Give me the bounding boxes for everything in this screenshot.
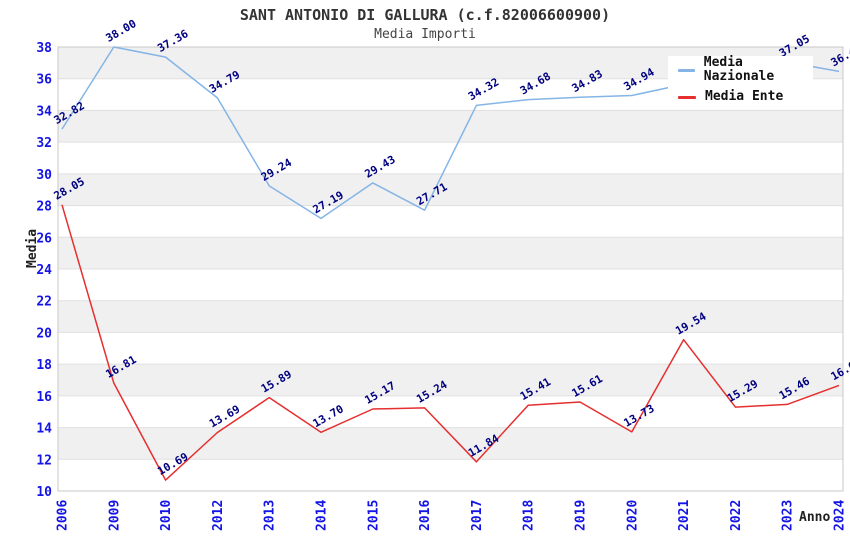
legend-swatch-media-ente — [678, 95, 696, 99]
series-line-media-nazionale — [61, 46, 840, 220]
y-tick-label: 36 — [36, 73, 52, 88]
x-tick-label: 2017 — [470, 500, 485, 531]
band — [58, 364, 843, 396]
band — [58, 173, 843, 206]
plot-border — [57, 46, 844, 492]
series-line-media-ente — [61, 204, 840, 481]
chart-title: SANT ANTONIO DI GALLURA (c.f.82006600900… — [239, 6, 611, 24]
x-tick-label: 2024 — [833, 500, 848, 531]
x-tick-label: 2018 — [522, 500, 537, 531]
data-label: 38.00 — [103, 17, 138, 45]
legend: Media Nazionale Media Ente — [668, 56, 813, 104]
y-tick-label: 24 — [36, 263, 52, 278]
legend-label-media-nazionale: Media Nazionale — [703, 55, 775, 84]
y-tick-label: 26 — [36, 231, 52, 246]
band — [58, 427, 843, 460]
x-tick-label: 2023 — [781, 500, 796, 531]
x-tick-label: 2015 — [366, 500, 381, 531]
legend-swatch-media-nazionale — [678, 68, 695, 72]
data-label: 36.46 — [829, 41, 850, 69]
band — [58, 300, 843, 333]
data-label: 16.66 — [829, 355, 850, 383]
band — [58, 110, 843, 143]
y-tick-label: 34 — [36, 104, 52, 119]
y-tick-label: 12 — [36, 453, 52, 468]
x-tick-label: 2014 — [315, 500, 330, 531]
y-axis-title: Media — [25, 228, 40, 268]
chart-subtitle: Media Importi — [374, 27, 476, 42]
legend-item-media-ente: Media Ente — [678, 90, 813, 104]
x-tick-label: 2013 — [263, 500, 278, 531]
legend-item-media-nazionale: Media Nazionale — [678, 56, 813, 84]
x-tick-label: 2006 — [56, 500, 71, 531]
y-tick-label: 28 — [36, 200, 52, 215]
y-tick-label: 32 — [36, 136, 52, 151]
x-tick-label: 2016 — [418, 500, 433, 531]
x-tick-label: 2021 — [677, 500, 692, 531]
x-tick-label: 2020 — [625, 500, 640, 531]
y-tick-label: 16 — [36, 390, 52, 405]
y-tick-label: 18 — [36, 358, 52, 373]
band — [58, 237, 843, 269]
data-label: 13.69 — [207, 403, 242, 431]
y-tick-label: 10 — [36, 485, 52, 500]
y-tick-label: 38 — [36, 41, 52, 56]
x-tick-label: 2009 — [107, 500, 122, 531]
x-axis-title: Anno — [799, 510, 831, 525]
x-tick-label: 2019 — [574, 500, 589, 531]
x-tick-label: 2012 — [211, 500, 226, 531]
legend-label-media-ente: Media Ente — [705, 89, 784, 104]
x-tick-label: 2022 — [729, 500, 744, 531]
data-label: 13.70 — [311, 402, 346, 430]
data-label: 13.73 — [621, 402, 656, 430]
y-tick-label: 14 — [36, 422, 52, 437]
y-tick-label: 22 — [36, 295, 52, 310]
data-label: 34.32 — [466, 75, 501, 103]
x-tick-label: 2010 — [159, 500, 174, 531]
y-tick-label: 30 — [36, 168, 52, 183]
y-tick-label: 20 — [36, 326, 52, 341]
